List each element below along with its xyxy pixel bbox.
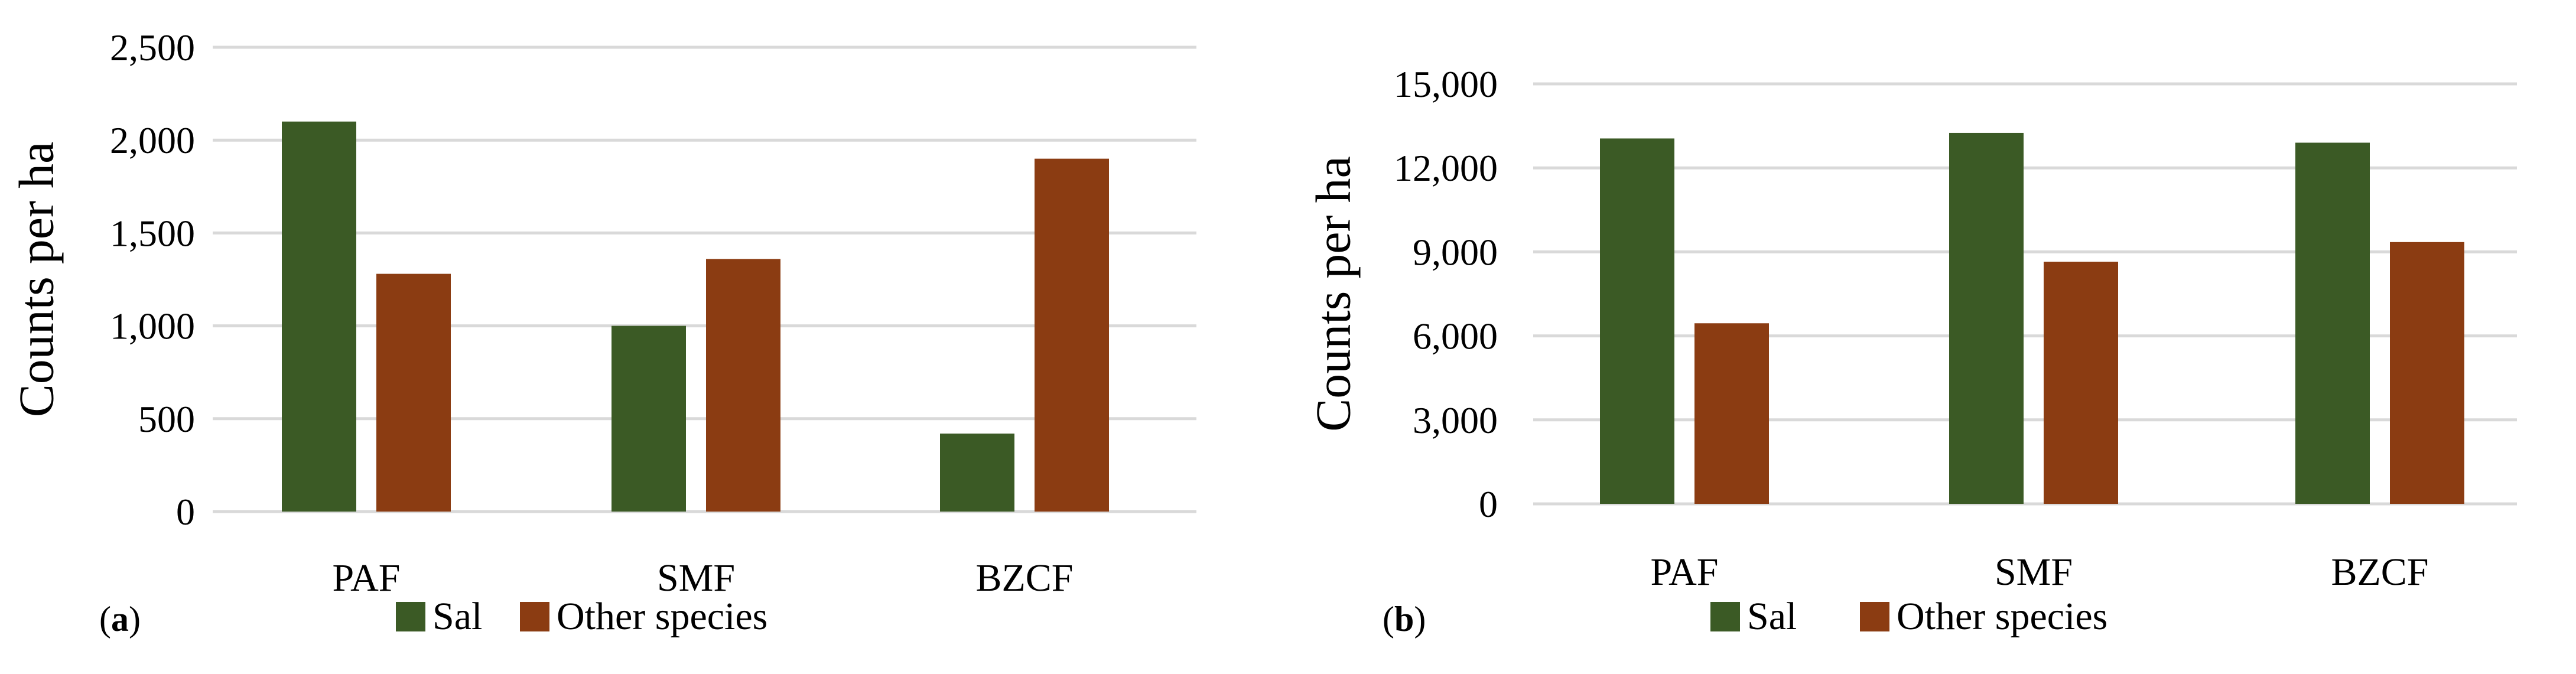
bar-sal-paf (282, 121, 356, 512)
y-tick-label: 9,000 (1413, 231, 1498, 273)
y-tick-label: 0 (176, 491, 195, 533)
legend-swatch-other-species (1860, 602, 1889, 631)
y-tick-label: 2,500 (110, 27, 195, 69)
bar-sal-paf (1600, 138, 1674, 504)
y-tick-label: 3,000 (1413, 399, 1498, 441)
bar-other-species-paf (1694, 323, 1769, 504)
legend-label: Other species (557, 595, 767, 638)
legend: Sal Other species (396, 595, 767, 638)
bar-sal-bzcf (940, 433, 1014, 512)
bar-sal-bzcf (2295, 142, 2370, 504)
x-category-label: SMF (657, 556, 735, 600)
bar-other-species-smf (2044, 261, 2118, 504)
x-category-label: SMF (1995, 551, 2073, 594)
bar-other-species-bzcf (1035, 158, 1109, 512)
x-category-label: PAF (332, 556, 400, 600)
y-axis-label: Counts per ha (9, 142, 64, 418)
panel-label: (a) (99, 600, 141, 639)
bar-other-species-smf (706, 259, 780, 512)
y-tick-label: 6,000 (1413, 315, 1498, 357)
x-category-label: PAF (1650, 551, 1718, 594)
bar-other-species-bzcf (2390, 242, 2464, 504)
panel-label: (b) (1383, 600, 1426, 639)
y-tick-label: 15,000 (1394, 63, 1498, 105)
legend-label: Sal (432, 595, 482, 638)
legend-label: Sal (1747, 595, 1797, 638)
bar-sal-smf (612, 325, 686, 512)
bar-other-species-paf (376, 273, 451, 512)
y-tick-label: 1,000 (110, 305, 195, 347)
legend: Sal Other species (1710, 595, 2107, 638)
legend-swatch-sal (396, 602, 425, 631)
y-tick-label: 12,000 (1394, 147, 1498, 189)
legend-swatch-sal (1710, 602, 1740, 631)
y-tick-label: 0 (1479, 483, 1498, 525)
y-tick-label: 1,500 (110, 212, 195, 254)
y-axis-label: Counts per ha (1306, 156, 1361, 432)
chart-panel-a: 0 500 1,000 1,500 2,000 2,500 PAF SMF BZCF Counts… (9, 27, 1196, 639)
legend-swatch-other-species (520, 602, 549, 631)
bar-sal-smf (1949, 132, 2024, 504)
y-tick-label: 500 (138, 398, 195, 440)
y-tick-label: 2,000 (110, 119, 195, 161)
chart-panel-b: 0 3,000 6,000 9,000 12,000 15,000 PAF SMF BZCF Co… (1306, 63, 2517, 639)
x-category-label: BZCF (2331, 551, 2428, 594)
x-category-label: BZCF (975, 556, 1073, 600)
legend-label: Other species (1897, 595, 2107, 638)
